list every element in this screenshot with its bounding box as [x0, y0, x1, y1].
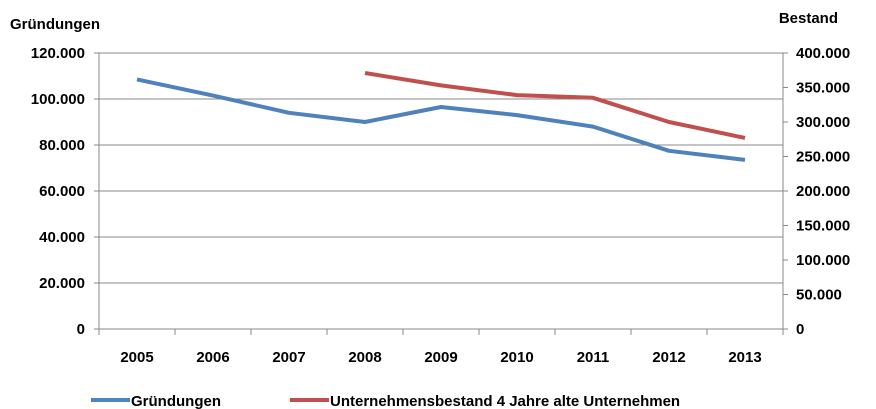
right-tick-label: 250.000	[796, 149, 850, 166]
left-tick-label: 120.000	[31, 45, 85, 62]
left-tick-label: 80.000	[39, 137, 85, 154]
legend-label-gruendungen: Gründungen	[131, 393, 221, 409]
left-axis-ticks: 0 20.000 40.000 60.000 80.000 100.000 120.000	[31, 45, 99, 338]
x-tick-label: 2012	[652, 349, 685, 366]
right-axis-ticks: 0 50.000 100.000 150.000 200.000 250.000 300.0…	[783, 45, 850, 338]
left-tick-label: 40.000	[39, 229, 85, 246]
right-tick-label: 0	[796, 321, 804, 338]
x-tick-label: 2005	[120, 349, 153, 366]
left-tick-label: 60.000	[39, 183, 85, 200]
x-tick-label: 2009	[424, 349, 457, 366]
x-tick-label: 2013	[728, 349, 761, 366]
series-line-gruendungen	[136, 77, 746, 162]
x-tick-label: 2010	[500, 349, 533, 366]
right-tick-label: 150.000	[796, 218, 850, 235]
left-tick-label: 100.000	[31, 91, 85, 108]
right-axis-title: Bestand	[779, 10, 838, 27]
legend-label-bestand: Unternehmensbestand 4 Jahre alte Unterne…	[330, 393, 680, 409]
x-tick-label: 2008	[348, 349, 381, 366]
legend: Gründungen Unternehmensbestand 4 Jahre a…	[91, 393, 680, 409]
right-tick-label: 100.000	[796, 252, 850, 269]
x-axis-ticks: 2005 2006 2007 2008 2009 2010 2011 2012 2013	[98, 329, 784, 366]
left-tick-label: 20.000	[39, 275, 85, 292]
series-line-bestand	[364, 71, 746, 140]
gridlines	[99, 52, 783, 284]
series-lines	[136, 71, 746, 162]
right-tick-label: 400.000	[796, 45, 850, 62]
right-tick-label: 200.000	[796, 183, 850, 200]
right-tick-label: 50.000	[796, 287, 842, 304]
x-tick-label: 2006	[196, 349, 229, 366]
right-tick-label: 300.000	[796, 114, 850, 131]
x-tick-label: 2011	[577, 349, 610, 366]
left-axis-title: Gründungen	[10, 16, 100, 33]
left-tick-label: 0	[77, 321, 85, 338]
x-tick-label: 2007	[272, 349, 305, 366]
right-tick-label: 350.000	[796, 80, 850, 97]
